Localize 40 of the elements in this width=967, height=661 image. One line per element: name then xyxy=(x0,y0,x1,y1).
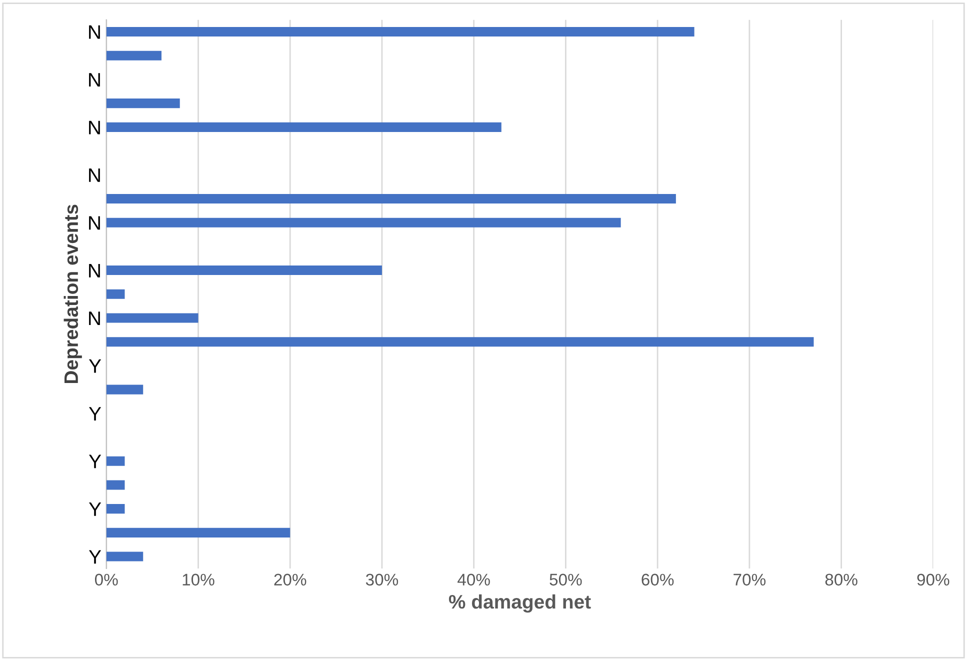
bar xyxy=(106,337,814,347)
bar xyxy=(106,289,125,299)
y-tick-label: Y xyxy=(88,502,102,516)
bar xyxy=(106,266,382,276)
bar xyxy=(106,384,144,394)
bar xyxy=(106,528,290,538)
bar xyxy=(106,456,125,466)
bar xyxy=(106,480,125,490)
x-tick-label: 50% xyxy=(550,574,582,586)
y-axis-title: Depredation events xyxy=(64,204,82,384)
y-tick-label: Y xyxy=(88,359,102,373)
x-tick-label: 70% xyxy=(734,574,766,586)
x-tick-label: 10% xyxy=(182,574,214,586)
y-tick-label: N xyxy=(89,73,100,87)
bar xyxy=(106,98,180,108)
x-tick-label: 30% xyxy=(366,574,398,586)
y-tick-label: N xyxy=(89,168,100,182)
y-tick-label: Y xyxy=(88,454,102,468)
y-tick-label: Y xyxy=(88,550,102,564)
x-axis-title: % damaged net xyxy=(448,594,591,613)
bar xyxy=(106,122,502,132)
x-tick-label: 40% xyxy=(458,574,490,586)
y-tick-label: N xyxy=(89,25,100,39)
x-tick-label: 20% xyxy=(274,574,306,586)
x-tick-label: 60% xyxy=(642,574,674,586)
x-tick-label: 80% xyxy=(825,574,858,586)
bar xyxy=(106,50,162,60)
y-tick-label: N xyxy=(89,264,100,278)
bar xyxy=(106,218,621,228)
x-tick-label: 90% xyxy=(917,574,950,586)
bar xyxy=(106,552,144,562)
y-tick-label: N xyxy=(89,120,100,134)
bar xyxy=(106,504,125,514)
bar xyxy=(106,194,676,204)
y-tick-label: N xyxy=(89,312,100,326)
x-tick-label: 0% xyxy=(94,574,118,586)
y-tick-label: Y xyxy=(88,407,102,420)
bar xyxy=(106,26,694,37)
y-tick-label: N xyxy=(89,216,100,230)
bar xyxy=(106,313,198,323)
